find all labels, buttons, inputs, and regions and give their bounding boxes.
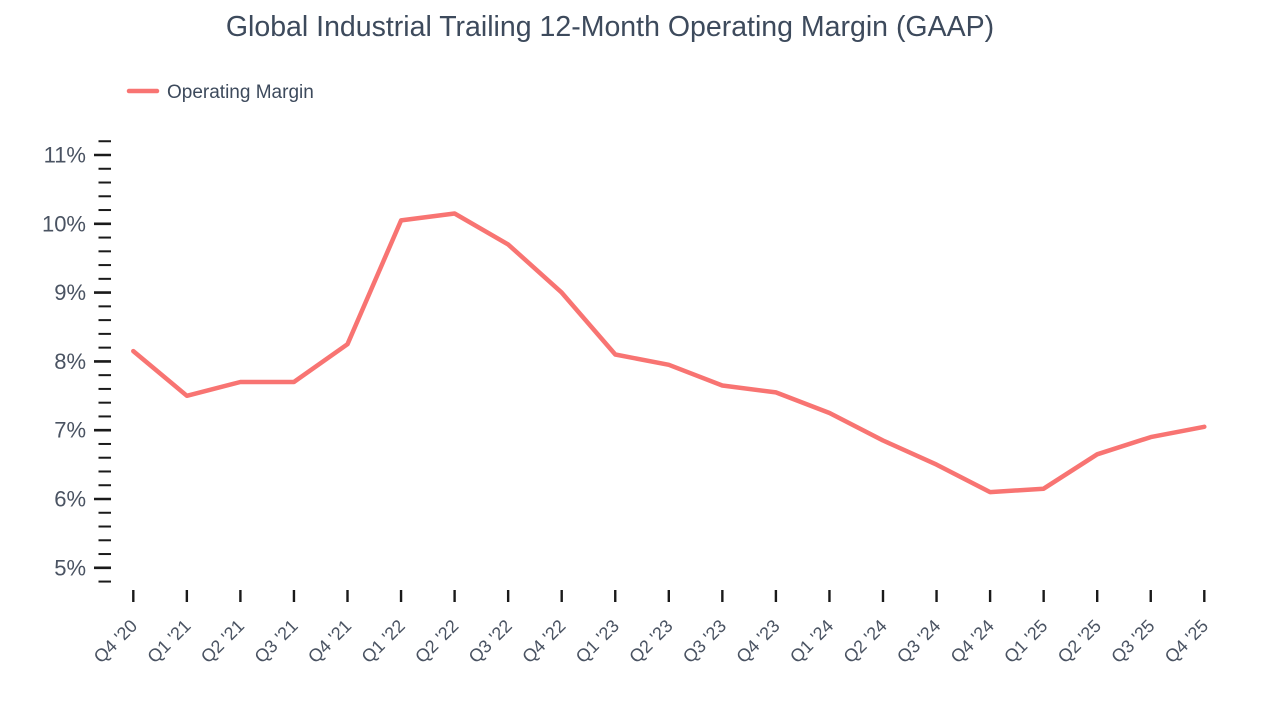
chart-title: Global Industrial Trailing 12-Month Oper… <box>226 11 994 43</box>
legend: Operating Margin <box>126 82 314 103</box>
y-tick-label: 10% <box>42 211 86 236</box>
x-tick-label: Q3 '24 <box>893 616 944 667</box>
y-tick-label: 7% <box>54 418 86 443</box>
x-tick-label: Q2 '22 <box>411 616 462 667</box>
x-axis-tick-labels: Q4 '20 Q1 '21 Q2 '21 Q3 '21 Q4 '21 Q1 '22 Q2 '… <box>90 616 1212 667</box>
x-tick-label: Q1 '22 <box>358 616 409 667</box>
x-tick-label: Q4 '23 <box>732 616 783 667</box>
x-tick-label: Q2 '21 <box>197 616 248 667</box>
x-tick-label: Q2 '23 <box>625 616 676 667</box>
x-tick-label: Q1 '24 <box>786 616 837 667</box>
x-tick-label: Q3 '25 <box>1107 616 1158 667</box>
legend-series-label: Operating Margin <box>167 82 314 103</box>
x-axis-ticks <box>132 590 1206 602</box>
y-tick-label: 9% <box>54 280 86 305</box>
y-tick-label: 8% <box>54 349 86 374</box>
x-tick-label: Q4 '22 <box>518 616 569 667</box>
y-axis-tick-labels: 5% 6% 7% 8% 9% 10% 11% <box>42 143 86 581</box>
x-tick-label: Q3 '21 <box>251 616 302 667</box>
series-line-operating-margin <box>131 211 1207 495</box>
x-tick-label: Q4 '20 <box>90 616 141 667</box>
x-tick-label: Q3 '22 <box>465 616 516 667</box>
x-tick-label: Q4 '25 <box>1161 616 1212 667</box>
x-tick-label: Q1 '23 <box>572 616 623 667</box>
x-tick-label: Q3 '23 <box>679 616 730 667</box>
x-tick-label: Q1 '21 <box>143 616 194 667</box>
y-tick-label: 5% <box>54 555 86 580</box>
x-tick-label: Q2 '24 <box>840 616 891 667</box>
y-tick-label: 11% <box>44 143 86 168</box>
x-tick-label: Q4 '21 <box>304 616 355 667</box>
x-tick-label: Q4 '24 <box>947 616 998 667</box>
y-axis-ticks <box>94 140 111 583</box>
x-tick-label: Q2 '25 <box>1054 616 1105 667</box>
y-tick-label: 6% <box>54 487 86 512</box>
x-tick-label: Q1 '25 <box>1000 616 1051 667</box>
